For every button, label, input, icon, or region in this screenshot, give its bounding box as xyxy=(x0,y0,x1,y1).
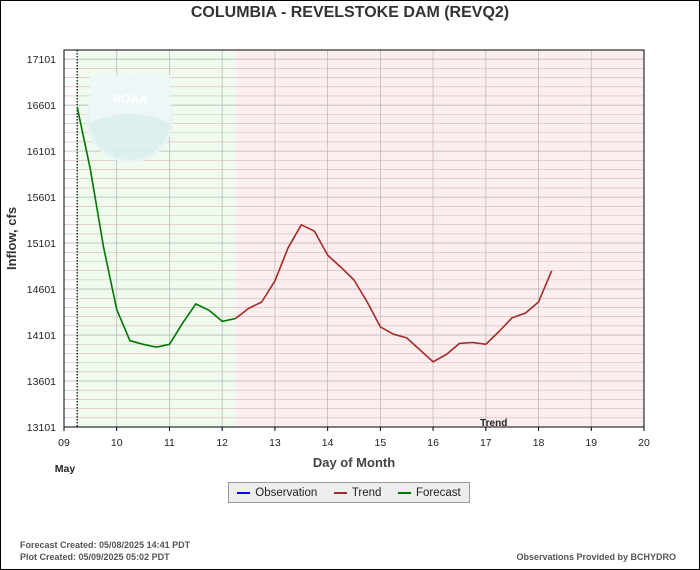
x-tick-label: 16 xyxy=(427,437,439,449)
legend-swatch-forecast xyxy=(397,491,411,494)
y-tick-label: 13101 xyxy=(27,422,56,434)
y-tick-label: 17101 xyxy=(27,54,56,66)
noaa-logo-text: NOAA xyxy=(112,92,148,106)
series-line-forecast xyxy=(76,106,236,348)
y-tick-label: 15101 xyxy=(27,238,56,250)
y-tick-label: 16601 xyxy=(27,100,56,112)
y-axis-title: Inflow, cfs xyxy=(4,207,19,270)
noaa-logo-wave xyxy=(90,75,170,123)
x-tick-label: 18 xyxy=(533,437,545,449)
legend-label-forecast: Forecast xyxy=(415,486,461,499)
legend-label-trend: Trend xyxy=(351,486,382,499)
x-tick-label: 09 xyxy=(58,437,70,449)
plot-border xyxy=(63,49,645,428)
y-tick-label: 14101 xyxy=(27,330,56,342)
forecast-created-text: Forecast Created: 05/08/2025 14:41 PDT xyxy=(20,540,191,550)
legend-swatch-trend xyxy=(333,491,347,494)
chart-title: COLUMBIA - REVELSTOKE DAM (REVQ2) xyxy=(190,4,510,21)
legend-item-observation: Observation xyxy=(237,487,317,499)
legend-item-trend: Trend xyxy=(333,486,382,499)
legend-swatch-observation xyxy=(237,491,251,494)
series-line-trend xyxy=(234,224,553,363)
chart-legend: Observation Trend Forecast xyxy=(228,482,470,503)
legend-item-forecast: Forecast xyxy=(397,486,461,499)
y-tick-label: 13601 xyxy=(27,376,56,388)
x-axis-title: Day of Month xyxy=(313,455,395,470)
x-tick-label: 14 xyxy=(322,437,334,449)
x-tick-label: 15 xyxy=(375,437,387,449)
x-tick-label: 11 xyxy=(164,437,175,449)
legend-label-observation: Observation xyxy=(255,486,318,499)
x-tick-label: 12 xyxy=(216,437,228,449)
y-tick-label: 14601 xyxy=(27,284,56,296)
x-tick-label: 10 xyxy=(111,437,123,449)
y-tick-label: 16101 xyxy=(27,146,56,158)
plot-created-text: Plot Created: 05/09/2025 05:02 PDT xyxy=(20,552,170,562)
x-tick-label: 13 xyxy=(269,437,281,449)
y-tick-label: 15601 xyxy=(27,192,56,204)
x-tick-label: 19 xyxy=(585,437,597,449)
region-trend xyxy=(235,50,644,427)
x-month-label: May xyxy=(55,463,76,475)
x-tick-label: 17 xyxy=(480,437,492,449)
provider-text: Observations Provided by BCHYDRO xyxy=(516,552,676,562)
x-tick-label: 20 xyxy=(638,437,650,449)
trend-region-label: Trend xyxy=(480,418,507,429)
